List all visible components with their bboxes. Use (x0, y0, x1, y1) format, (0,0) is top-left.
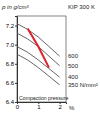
series-line (17, 54, 60, 85)
y-axis-line (15, 17, 18, 103)
y-tick-mark (15, 45, 17, 46)
y-tick: 6.8 (6, 61, 17, 67)
series-labels: 600 500 400 350 N/mm² (68, 53, 98, 88)
series-label: 600 (68, 53, 79, 59)
y-tick-mark (15, 102, 17, 103)
y-tick: 7.2 (6, 23, 17, 29)
y-axis: 6.4 6.6 6.8 7.0 7.2 (6, 17, 18, 106)
x-tick: 2 (58, 102, 62, 110)
series-line (17, 47, 60, 78)
x-tick-label: 2 (58, 104, 62, 110)
y-tick-label: 7.0 (6, 42, 15, 48)
x-tick: 1 (37, 102, 41, 110)
y-axis-title: ρ in g/cm³ (1, 4, 29, 10)
plot-frame (17, 16, 66, 102)
y-tick-label: 6.4 (6, 99, 15, 105)
y-tick-mark (15, 26, 17, 27)
y-tick-mark (15, 83, 17, 84)
x-axis-title: % (69, 105, 75, 111)
series-line (17, 24, 60, 56)
y-tick-label: 7.2 (6, 23, 15, 29)
series-label: 500 (68, 63, 79, 69)
x-tick-label: 1 (37, 104, 41, 110)
x-axis: 0 1 2 (16, 102, 67, 110)
annotation: Compaction pressure (19, 95, 68, 101)
chart: 6.4 6.6 6.8 7.0 7.2 0 1 2 600 500 400 350 N/mm² KIP … (0, 0, 100, 116)
series-line (17, 33, 60, 65)
x-tick: 0 (16, 102, 20, 110)
highlight-line (28, 28, 49, 67)
title: KIP 300 K (68, 4, 95, 10)
y-tick-label: 6.8 (6, 61, 15, 67)
y-tick-mark (15, 64, 17, 65)
x-tick-label: 0 (16, 104, 20, 110)
series-label: 400 (68, 74, 79, 80)
y-tick-label: 6.6 (6, 80, 15, 86)
y-tick: 6.6 (6, 80, 17, 86)
series-label: 350 N/mm² (68, 82, 98, 88)
y-tick: 7.0 (6, 42, 17, 48)
plot-area (17, 24, 60, 85)
